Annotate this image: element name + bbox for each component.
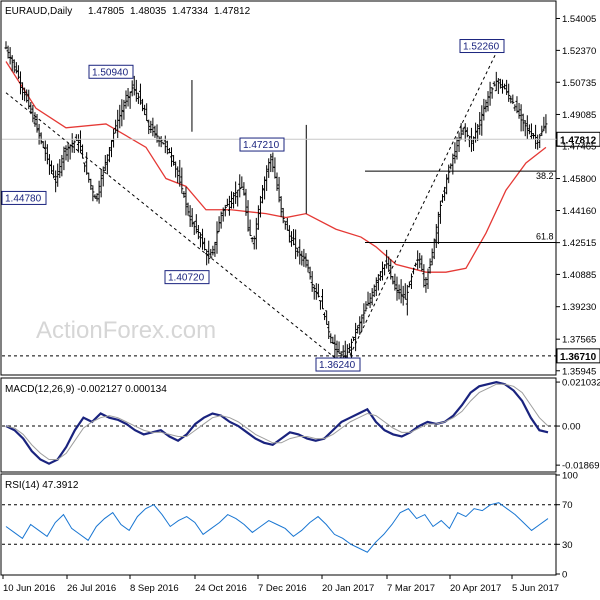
price-annotation-label: 1.36240 (319, 360, 356, 371)
macd-title: MACD(12,26,9) -0.002127 0.000134 (5, 384, 167, 395)
price-annotations: 1.52260 1.50940 1.47210 1.44780 1.40720 1.362… (1, 39, 505, 372)
price-annotation-label: 1.52260 (463, 42, 500, 53)
trendline-down (5, 92, 346, 367)
fib-level-label: 38.2 (536, 171, 554, 181)
support-box (556, 348, 600, 364)
rsi-y-tick-label: 70 (562, 500, 573, 511)
price-annotation-label: 1.40720 (168, 273, 205, 284)
rsi-y-axis: 100 70 30 0 (556, 471, 578, 581)
price-y-tick-label: 1.35945 (562, 366, 596, 377)
price-annotation-label: 1.47210 (243, 140, 280, 151)
price-y-tick-label: 1.42515 (562, 238, 596, 249)
macd-frame (0, 377, 557, 473)
price-y-tick-label: 1.39230 (562, 302, 596, 313)
ohlc-low: 1.47334 (172, 6, 209, 17)
price-title: EURAUD,Daily (5, 6, 72, 17)
x-tick-label: 8 Sep 2016 (130, 583, 179, 594)
price-frame (0, 0, 557, 376)
rsi-frame (0, 473, 557, 576)
macd-y-tick-label: -0.018699 (562, 461, 600, 472)
ohlc-close: 1.47812 (214, 6, 251, 17)
macd-y-tick-label: 0.00 (562, 422, 581, 433)
macd-y-tick-label: 0.021032 (562, 378, 600, 389)
fib-level-label: 61.8 (536, 232, 554, 242)
macd-signal-line (5, 383, 549, 460)
price-y-tick-label: 1.50735 (562, 78, 596, 89)
price-y-tick-label: 1.45800 (562, 174, 596, 185)
price-annotation-label: 1.44780 (5, 193, 42, 204)
trendline-up (344, 52, 497, 367)
current-price-box (556, 131, 600, 147)
price-y-tick-label: 1.37565 (562, 335, 596, 346)
rsi-y-tick-label: 0 (562, 570, 567, 581)
price-y-tick-label: 1.52370 (562, 46, 596, 57)
rsi-lines (2, 502, 557, 553)
rsi-y-tick-label: 30 (562, 540, 573, 551)
price-annotation-box (164, 270, 210, 285)
x-axis: 10 Jun 2016 26 Jul 2016 8 Sep 2016 24 Oct 2… (2, 575, 559, 594)
x-tick-label: 20 Apr 2017 (450, 583, 501, 594)
price-y-tick-label: 1.44160 (562, 206, 596, 217)
price-annotation-box (315, 357, 361, 372)
price-bars (4, 41, 548, 366)
price-annotation-box (459, 39, 505, 54)
macd-panel: MACD(12,26,9) -0.002127 0.000134 0.02103… (0, 377, 600, 473)
price-y-tick-label: 1.54005 (562, 14, 596, 25)
current-price-readout: 1.47812 (560, 135, 597, 146)
price-annotation-label: 1.50940 (92, 67, 129, 78)
x-tick-label: 10 Jun 2016 (3, 583, 55, 594)
x-tick-label: 5 Jun 2017 (512, 583, 559, 594)
x-tick-label: 26 Jul 2016 (67, 583, 116, 594)
price-annotation-box (1, 190, 47, 205)
macd-lines (2, 381, 557, 465)
watermark: ActionForex.com (36, 317, 216, 344)
macd-line (5, 381, 549, 465)
rsi-title: RSI(14) 47.3912 (5, 480, 79, 491)
rsi-panel: RSI(14) 47.3912 100 70 30 0 (0, 471, 578, 581)
x-tick-label: 24 Oct 2016 (195, 583, 247, 594)
price-y-tick-label: 1.47465 (562, 142, 596, 153)
price-annotation-box (239, 137, 285, 152)
price-y-tick-label: 1.40885 (562, 270, 596, 281)
macd-y-axis: 0.021032 0.00 -0.018699 (556, 378, 600, 472)
price-panel: ActionForex.com 1.47812 1.36710 38.2 61.8 1… (0, 0, 600, 377)
ohlc-open: 1.47805 (88, 6, 125, 17)
rsi-line (5, 502, 549, 553)
price-y-axis: 1.54005 1.52370 1.50735 1.49085 1.47465 1.458… (556, 14, 596, 377)
ohlc-high: 1.48035 (130, 6, 167, 17)
support-readout: 1.36710 (560, 352, 597, 363)
x-tick-label: 20 Jan 2017 (322, 583, 374, 594)
price-annotation-box (88, 64, 134, 79)
rsi-y-tick-label: 100 (562, 471, 578, 482)
x-tick-label: 7 Mar 2017 (387, 583, 435, 594)
x-tick-label: 7 Dec 2016 (258, 583, 307, 594)
price-y-tick-label: 1.49085 (562, 110, 596, 121)
